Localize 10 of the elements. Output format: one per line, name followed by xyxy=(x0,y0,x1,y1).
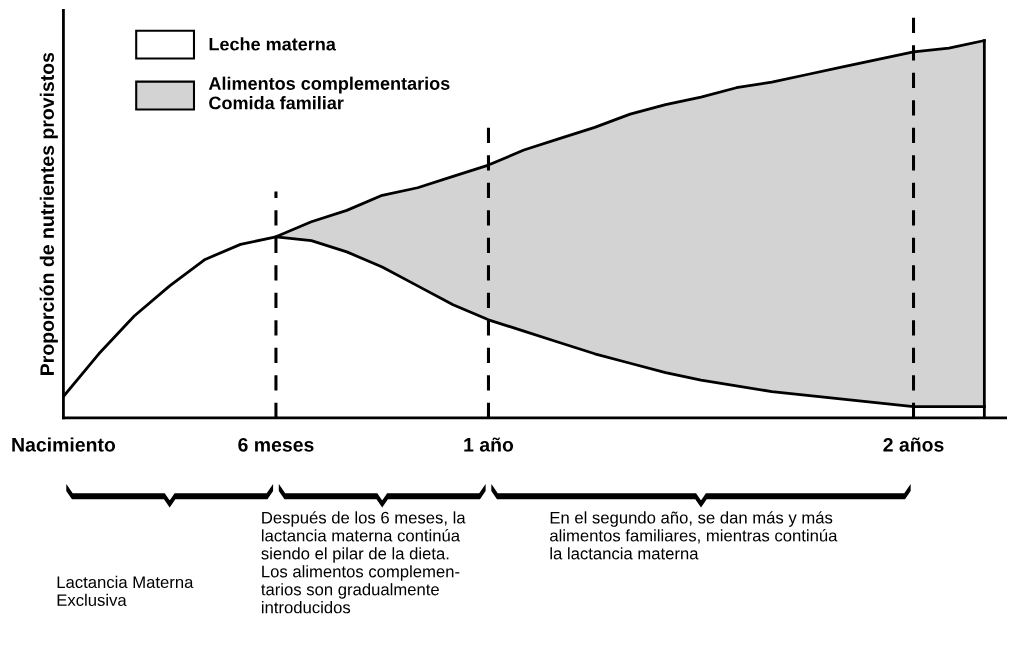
y-axis-title: Proporción de nutrientes provistos xyxy=(39,52,58,375)
x-tick-label: 2 años xyxy=(883,437,944,452)
legend-label: Alimentos complementarios Comida familiar xyxy=(208,76,450,110)
text: En el segundo año, se dan más y más alimentos familiares, mientras continúa la lactancia materna xyxy=(550,511,838,560)
text: Lactancia Materna Exclusiva xyxy=(57,575,194,607)
legend-label: Leche materna xyxy=(209,37,336,51)
text: Después de los 6 meses, la lactancia materna continúa siendo el pilar de la dieta. Los alimentos complemen- tarios son gradualmente introducidos xyxy=(261,511,466,614)
x-tick-label: Nacimiento xyxy=(12,437,116,452)
x-tick-label: 1 año xyxy=(464,437,514,452)
x-tick-label: 6 meses xyxy=(238,437,314,452)
